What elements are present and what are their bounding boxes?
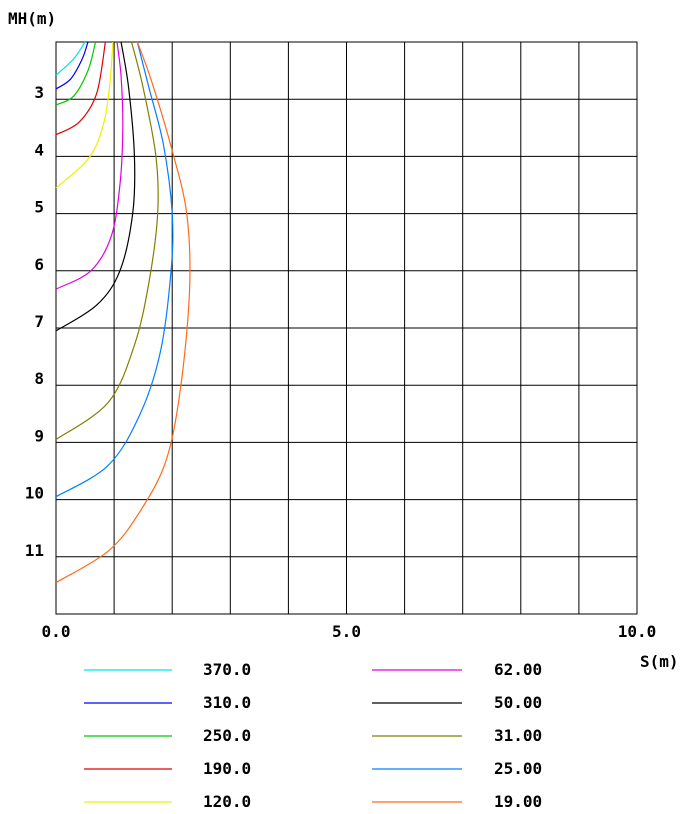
legend-label: 310.0 — [203, 693, 251, 712]
legend-label: 31.00 — [494, 726, 542, 745]
y-tick-label: 11 — [25, 541, 44, 560]
legend-label: 25.00 — [494, 759, 542, 778]
grid — [55, 41, 638, 615]
contour-line-25.00 — [55, 41, 174, 498]
contour-curves — [55, 41, 191, 584]
x-tick-label: 10.0 — [618, 622, 657, 641]
x-tick-label: 5.0 — [332, 622, 361, 641]
x-axis-label: S(m) — [640, 652, 679, 671]
contour-line-310.0 — [55, 41, 89, 90]
x-tick-label: 0.0 — [42, 622, 71, 641]
contour-line-19.00 — [55, 41, 191, 584]
y-tick-label: 7 — [34, 312, 44, 331]
contour-line-250.0 — [55, 41, 97, 106]
legend-label: 50.00 — [494, 693, 542, 712]
legend-label: 120.0 — [203, 792, 251, 811]
legend-label: 250.0 — [203, 726, 251, 745]
y-tick-label: 8 — [34, 369, 44, 388]
contour-line-120.0 — [55, 41, 114, 189]
legend: 370.0 310.0 250.0 190.0 120.0 62.00 50.00 31.00… — [84, 660, 542, 811]
y-tick-label: 9 — [34, 426, 44, 445]
y-axis-label: MH(m) — [8, 9, 56, 28]
legend-label: 19.00 — [494, 792, 542, 811]
legend-label: 190.0 — [203, 759, 251, 778]
contour-line-370.0 — [55, 41, 86, 76]
y-tick-label: 5 — [34, 198, 44, 217]
contour-line-190.0 — [55, 41, 106, 136]
y-tick-label: 3 — [34, 83, 44, 102]
tick-labels: 0.0 5.0 10.0 3 4 5 6 7 8 9 10 11 — [25, 83, 657, 641]
y-tick-label: 4 — [34, 140, 44, 159]
contour-line-31.00 — [55, 41, 159, 441]
y-tick-label: 6 — [34, 255, 44, 274]
contour-line-62.00 — [55, 41, 124, 290]
y-tick-label: 10 — [25, 484, 44, 503]
legend-label: 62.00 — [494, 660, 542, 679]
contour-line-50.00 — [55, 41, 136, 332]
legend-label: 370.0 — [203, 660, 251, 679]
